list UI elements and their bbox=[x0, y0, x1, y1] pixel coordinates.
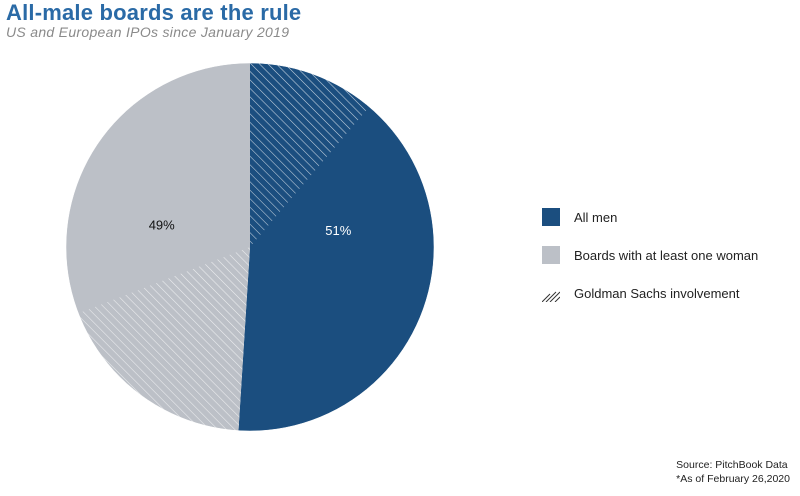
pie-outline bbox=[65, 62, 435, 432]
legend-label-women: Boards with at least one woman bbox=[574, 247, 759, 263]
legend-item-women: Boards with at least one woman bbox=[542, 236, 758, 274]
legend-item-goldman: Goldman Sachs involvement bbox=[542, 274, 758, 312]
legend: All men Boards with at least one woman G… bbox=[542, 198, 758, 312]
legend-swatch-all-men bbox=[542, 208, 560, 226]
legend-label-all-men: All men bbox=[574, 209, 618, 225]
date-note: *As of February 26,2020 bbox=[676, 473, 790, 485]
legend-swatch-women bbox=[542, 246, 560, 264]
data-label-all-men: 51% bbox=[325, 223, 351, 238]
legend-label-goldman: Goldman Sachs involvement bbox=[574, 285, 740, 301]
hatch-segment-boards-with-at-least-one-woman bbox=[78, 247, 251, 431]
source-note: Source: PitchBook Data bbox=[676, 459, 788, 471]
hatch-segment-all-men bbox=[250, 63, 370, 247]
chart-title: All-male boards are the rule bbox=[6, 0, 302, 25]
footer: Source: PitchBook Data *As of February 2… bbox=[676, 458, 790, 486]
legend-item-all-men: All men bbox=[542, 198, 758, 236]
chart-subtitle: US and European IPOs since January 2019 bbox=[6, 24, 290, 40]
data-label-boards-with-at-least-one-woman: 49% bbox=[149, 218, 175, 233]
legend-swatch-hatched bbox=[542, 284, 560, 302]
